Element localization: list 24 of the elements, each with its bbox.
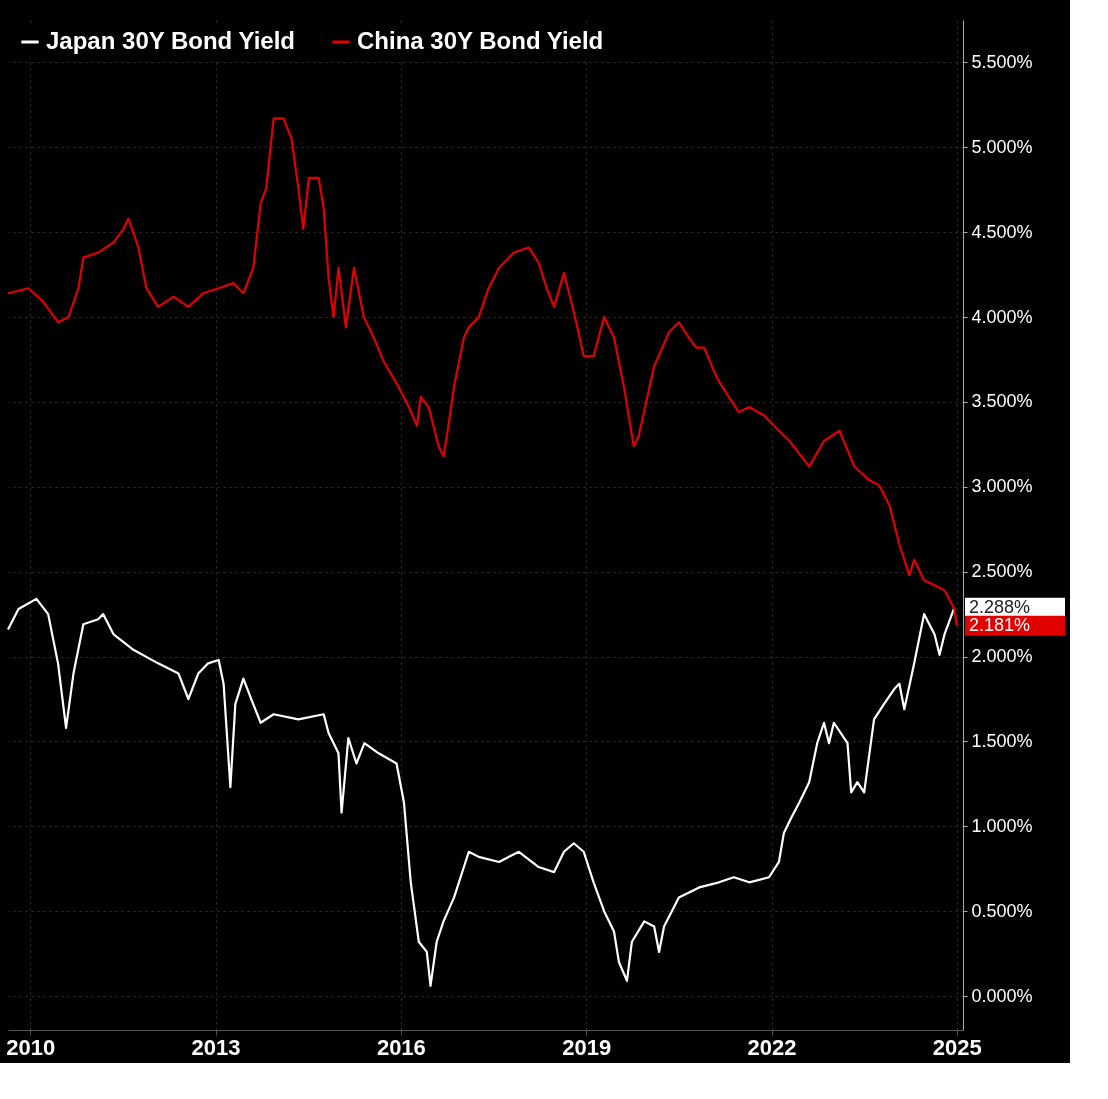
x-tick-label: 2013 [191, 1034, 241, 1060]
data-label: 2.288% [969, 596, 1031, 617]
y-tick-label: 4.500% [971, 221, 1033, 242]
y-tick-label: 2.000% [971, 646, 1033, 667]
line-series [6, 597, 956, 987]
y-tick-label: 3.500% [971, 391, 1033, 412]
x-tick-label: 2019 [562, 1034, 612, 1060]
y-tick-label: 3.000% [971, 476, 1033, 497]
y-tick-label: 5.500% [971, 51, 1033, 72]
x-tick-label: 2022 [747, 1034, 797, 1060]
y-tick-label: 1.000% [971, 815, 1033, 836]
y-tick-label: 2.500% [971, 561, 1033, 582]
legend-label: Japan 30Y Bond Yield [46, 27, 295, 54]
x-tick-label: 2025 [932, 1034, 982, 1060]
y-tick-label: 1.500% [971, 730, 1033, 751]
y-tick-label: 5.000% [971, 136, 1033, 157]
y-tick-label: 0.500% [971, 900, 1033, 921]
data-label: 2.181% [969, 614, 1031, 635]
y-tick-label: 0.000% [971, 985, 1033, 1006]
line-series [6, 117, 958, 627]
x-tick-label: 2010 [6, 1034, 56, 1060]
y-tick-label: 4.000% [971, 306, 1033, 327]
legend-label: China 30Y Bond Yield [357, 27, 604, 54]
x-tick-label: 2016 [376, 1034, 426, 1060]
